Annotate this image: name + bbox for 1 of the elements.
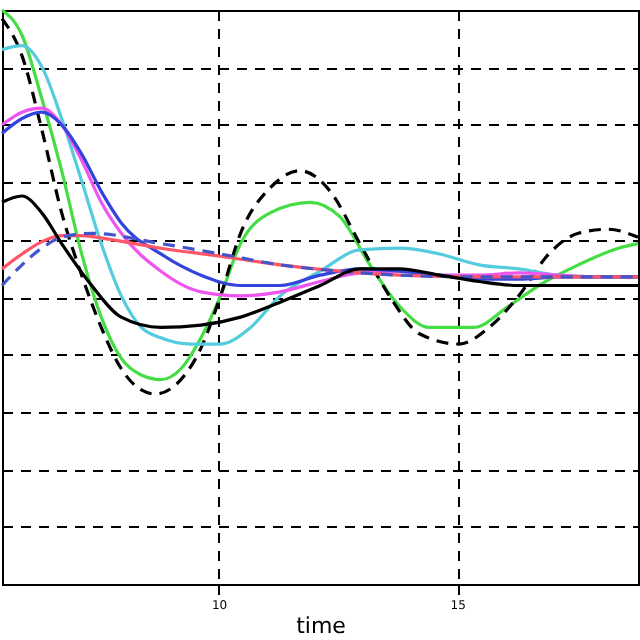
x-axis-title: time <box>296 613 347 639</box>
